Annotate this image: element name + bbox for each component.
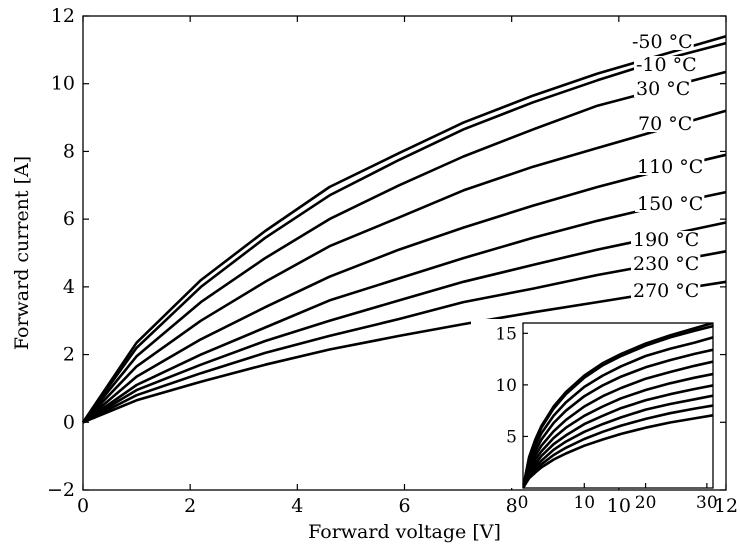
series-line: [82, 250, 727, 424]
main-series-labels: -50 °C-10 °C30 °C 70 °C 110 °C 150 °C 190 °C…: [630, 31, 705, 302]
x-tick-label: 8: [506, 495, 518, 517]
series-label: -50 °C: [632, 31, 693, 53]
series-label-background: [636, 115, 694, 132]
inset-series-line: [523, 324, 713, 488]
inset-x-tick-label: 0: [518, 493, 529, 513]
series-line: [82, 109, 727, 424]
x-tick-label: 0: [77, 495, 89, 517]
x-tick-label: 2: [184, 495, 196, 517]
inset-plot: 0 10 20 30 5 10 15: [471, 319, 718, 513]
series-line: [82, 221, 727, 424]
x-axis-label: Forward voltage [V]: [308, 521, 501, 543]
series-label-background: [630, 33, 694, 50]
inset-y-tick-label: 5: [506, 427, 517, 447]
inset-series-line: [523, 384, 713, 488]
y-tick-label: 6: [63, 208, 75, 230]
inset-y-tick-label: 10: [495, 376, 517, 396]
series-label: 70 °C: [638, 113, 692, 135]
y-axis-label: Forward current [A]: [11, 156, 33, 350]
series-label: 150 °C: [637, 193, 703, 215]
x-tick-label: 12: [714, 495, 738, 517]
y-tick-label: 12: [51, 5, 75, 27]
inset-series-line: [523, 414, 713, 488]
inset-y-tick-label: 15: [495, 324, 517, 344]
inset-plot-frame: [522, 322, 714, 489]
y-tick-label: 4: [63, 276, 75, 298]
series-label: 270 °C: [633, 280, 699, 302]
series-label-background: [631, 231, 701, 248]
y-tick-label: 8: [63, 140, 75, 162]
y-tick-label: 0: [63, 411, 75, 433]
inset-series-line: [523, 360, 713, 488]
series-line: [82, 280, 727, 424]
inset-x-tick-label: 30: [696, 493, 718, 513]
inset-axis-ticks: 0 10 20 30 5 10 15: [495, 324, 717, 513]
inset-x-tick-label: 10: [573, 493, 595, 513]
inset-curves: [523, 323, 713, 488]
inset-series-line: [523, 394, 713, 488]
x-tick-label: 6: [398, 495, 410, 517]
inset-x-tick-label: 20: [635, 493, 657, 513]
series-label: 110 °C: [637, 156, 703, 178]
inset-series-line: [523, 348, 713, 488]
inset-series-line: [523, 336, 713, 488]
series-label: -10 °C: [636, 54, 697, 76]
inset-series-line: [523, 372, 713, 488]
y-tick-label: 10: [51, 73, 75, 95]
series-label: 190 °C: [633, 229, 699, 251]
y-tick-label: −2: [47, 479, 75, 501]
series-label-background: [631, 255, 701, 272]
series-line: [81, 35, 727, 424]
series-label-background: [634, 56, 698, 73]
series-line: [82, 153, 727, 424]
series-label-background: [634, 80, 692, 97]
series-label: 230 °C: [633, 253, 699, 275]
main-curves: [81, 35, 727, 424]
series-line: [82, 190, 727, 424]
x-tick-label: 4: [291, 495, 303, 517]
series-label-background: [635, 195, 705, 212]
series-line: [81, 70, 727, 424]
series-label-background: [635, 158, 705, 175]
x-tick-label: 10: [607, 495, 631, 517]
y-tick-label: 2: [63, 344, 75, 366]
series-label: 30 °C: [636, 78, 690, 100]
series-line: [81, 41, 727, 424]
inset-series-line: [523, 404, 713, 488]
series-label-background: [631, 282, 701, 299]
inset-background: [471, 319, 717, 488]
